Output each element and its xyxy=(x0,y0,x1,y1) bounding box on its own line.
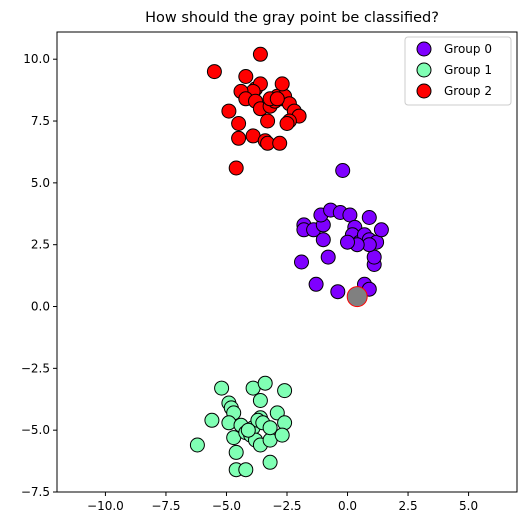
legend-marker xyxy=(416,83,432,99)
group-1-point xyxy=(204,412,220,428)
y-tick-label: 5.0 xyxy=(31,176,50,190)
group-0-point xyxy=(320,249,336,265)
group-1-point xyxy=(221,415,237,431)
group-0-point xyxy=(361,210,377,225)
group-0-point xyxy=(308,276,324,292)
group-2-point xyxy=(274,76,290,92)
group-2-point xyxy=(231,130,247,146)
legend-marker xyxy=(416,41,432,57)
group-2-point xyxy=(252,46,268,62)
legend-box xyxy=(404,36,512,106)
group-0-point xyxy=(335,163,351,178)
x-tick-label: −2.5 xyxy=(272,499,301,513)
x-tick-label: 0.0 xyxy=(338,499,357,513)
group-2-point xyxy=(260,113,276,129)
legend: Group 0 Group 1 Group 2 xyxy=(404,36,512,106)
x-tick-label: 2.5 xyxy=(399,499,418,513)
y-tick-label: −7.5 xyxy=(21,485,50,499)
x-tick-label: 5.0 xyxy=(459,499,478,513)
group-0-point xyxy=(373,222,389,238)
legend-label: Group 1 xyxy=(444,63,492,77)
y-axis: −7.5 −5.0 −2.5 0.0 2.5 5.0 7.5 10.0 xyxy=(21,52,57,499)
group-1-point xyxy=(214,380,230,396)
chart-title: How should the gray point be classified? xyxy=(145,10,439,26)
x-axis: −10.0 −7.5 −5.0 −2.5 0.0 2.5 5.0 xyxy=(87,492,478,513)
x-tick-label: −10.0 xyxy=(87,499,124,513)
group-0-point xyxy=(315,232,331,248)
group-1-point xyxy=(189,437,205,453)
group-1-point xyxy=(238,462,254,478)
group-1-point xyxy=(262,420,278,436)
group-1-point xyxy=(257,375,273,391)
legend-label: Group 0 xyxy=(444,42,492,56)
x-tick-label: −7.5 xyxy=(151,499,180,513)
points-layer xyxy=(189,46,389,478)
group-1-point xyxy=(228,444,244,460)
group-2-point xyxy=(228,160,244,176)
group-1-point xyxy=(277,415,293,431)
x-tick-label: −5.0 xyxy=(212,499,241,513)
group-2-point xyxy=(231,116,247,131)
group-0-point xyxy=(294,254,309,270)
group-2-point xyxy=(272,135,288,151)
group-1-point xyxy=(240,422,256,438)
group-1-point xyxy=(277,383,293,399)
y-tick-label: 10.0 xyxy=(23,52,50,66)
y-tick-label: −5.0 xyxy=(21,423,50,437)
group-2-point xyxy=(206,64,222,80)
group-1-point xyxy=(262,454,278,470)
y-tick-label: 0.0 xyxy=(31,300,50,314)
y-tick-label: 7.5 xyxy=(31,114,50,128)
group-2-point xyxy=(238,69,254,84)
legend-marker xyxy=(416,62,432,78)
legend-label: Group 2 xyxy=(444,84,492,98)
group-0-point xyxy=(330,284,346,300)
group-2-point xyxy=(279,116,295,131)
group-1-point xyxy=(274,427,290,443)
group-2-point xyxy=(269,91,285,107)
group-1-point xyxy=(252,393,268,408)
gray-query-point xyxy=(346,286,368,308)
query-layer xyxy=(346,286,368,308)
y-tick-label: −2.5 xyxy=(21,361,50,375)
group-2-point xyxy=(221,103,237,119)
group-0-point xyxy=(340,234,355,250)
y-tick-label: 2.5 xyxy=(31,238,50,252)
group-0-point xyxy=(366,249,382,265)
